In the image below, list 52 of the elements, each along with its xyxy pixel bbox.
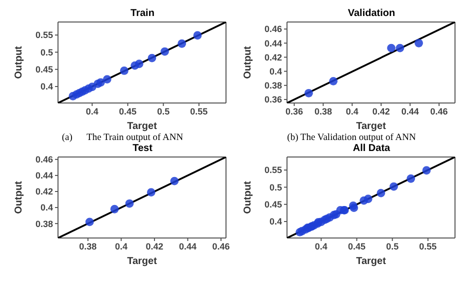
text: (b) The Validation output of ANN [286,133,417,143]
x-tick-label: 0.44 [401,106,419,116]
chart-title: Validation [346,8,396,19]
x-axis-title: Target [356,121,387,132]
x-axis-title: Target [127,121,158,132]
y-tick-label: 0.42 [35,186,53,197]
chart-title: Train [130,8,156,19]
x-tick-label: 0.4 [314,241,328,252]
y-tick-label: 0.4 [269,216,282,227]
x-axis-title: Target [127,256,158,267]
y-tick-label: 0.38 [264,80,282,91]
chart-title: All Data [352,143,392,154]
text: (a) The Train output of ANN [60,133,184,143]
x-tick-label: 0.38 [79,241,97,252]
chart-title: Test [132,143,154,154]
y-axis-title: Output [14,180,25,214]
y-tick-label: 0.45 [264,200,282,210]
x-tick-label: 0.44 [178,241,197,252]
y-tick-label: 0.42 [264,52,282,62]
x-tick-label: 0.4 [114,241,128,252]
y-tick-label: 0.36 [264,94,282,105]
x-tick-label: 0.46 [212,241,230,252]
y-axis-title: Output [14,45,25,79]
y-tick-label: 0.45 [35,64,53,75]
x-tick-label: 0.55 [419,241,437,252]
y-tick-label: 0.4 [40,202,53,213]
y-tick-label: 0.46 [35,154,53,165]
x-tick-label: 0.4 [86,106,98,116]
x-axis-title: Target [356,256,387,267]
x-tick-label: 0.5 [386,241,399,252]
x-tick-label: 0.46 [430,106,448,116]
y-tick-label: 0.5 [40,47,53,58]
y-axis-title: Output [242,180,254,214]
x-tick-label: 0.42 [372,106,390,116]
y-tick-label: 0.38 [35,218,53,229]
y-axis-title: Output [242,45,254,79]
y-tick-label: 0.55 [35,30,53,40]
x-tick-label: 0.42 [146,241,164,252]
y-tick-label: 0.44 [35,170,53,181]
y-tick-label: 0.5 [269,182,282,192]
y-tick-label: 0.46 [264,24,282,34]
x-tick-label: 0.38 [314,106,332,116]
x-tick-label: 0.4 [346,106,358,116]
y-tick-label: 0.55 [264,165,282,176]
x-tick-label: 0.5 [157,106,170,116]
y-tick-label: 0.4 [40,82,53,92]
x-tick-label: 0.36 [285,106,304,116]
x-tick-label: 0.55 [190,106,208,116]
x-tick-label: 0.45 [118,106,137,116]
y-tick-label: 0.4 [269,66,282,76]
y-tick-label: 0.44 [264,38,282,48]
x-tick-label: 0.45 [348,241,366,252]
